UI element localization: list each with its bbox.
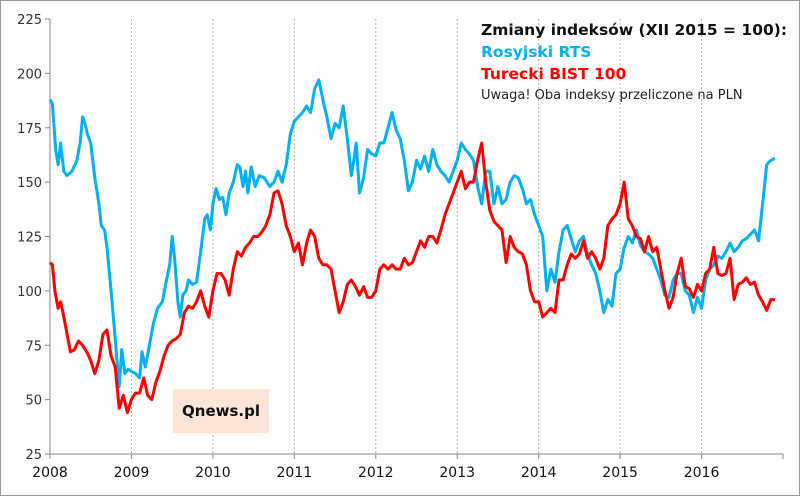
y-tick-label: 150: [17, 176, 42, 191]
legend-item-bist: Turecki BIST 100: [481, 65, 627, 83]
y-tick-label: 225: [17, 13, 42, 28]
y-tick-label: 75: [25, 339, 42, 354]
x-tick-label: 2012: [358, 465, 394, 481]
watermark-qnews: Qnews.pl: [173, 389, 269, 433]
y-tick-label: 200: [17, 67, 42, 82]
y-tick-label: 50: [25, 394, 42, 409]
y-tick-label: 175: [17, 122, 42, 137]
x-tick-label: 2008: [32, 465, 68, 481]
x-tick-label: 2016: [684, 465, 720, 481]
y-tick-label: 125: [17, 231, 42, 246]
series-line-rts: [48, 78, 776, 389]
y-tick-label: 25: [25, 448, 42, 463]
series-line-bist-100: [48, 141, 775, 415]
x-tick-label: 2009: [114, 465, 150, 481]
legend-item-rts: Rosyjski RTS: [481, 43, 592, 61]
x-tick-label: 2014: [521, 465, 557, 481]
x-tick-label: 2011: [277, 465, 313, 481]
y-tick-label: 100: [17, 285, 42, 300]
x-tick-label: 2013: [439, 465, 475, 481]
chart-title: Zmiany indeksów (XII 2015 = 100):: [481, 21, 788, 39]
chart-note: Uwaga! Oba indeksy przeliczone na PLN: [481, 88, 743, 103]
legend: Zmiany indeksów (XII 2015 = 100): Rosyjs…: [481, 19, 787, 107]
x-tick-label: 2015: [602, 465, 638, 481]
x-tick-label: 2010: [195, 465, 231, 481]
